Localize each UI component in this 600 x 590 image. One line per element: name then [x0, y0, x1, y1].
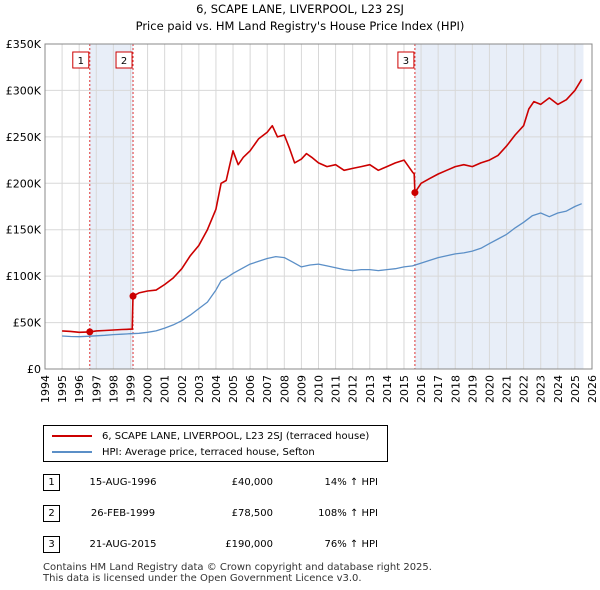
transaction-hpi-change: 14% ↑ HPI — [324, 477, 378, 488]
x-tick-label: 2015 — [398, 375, 411, 403]
x-tick-label: 2004 — [210, 375, 223, 403]
marker-badge-label: 1 — [78, 56, 84, 67]
marker-badge-label: 2 — [121, 56, 127, 67]
transaction-row: 2 26-FEB-1999 £78,500 108% ↑ HPI — [43, 504, 563, 524]
chart-legend: 6, SCAPE LANE, LIVERPOOL, L23 2SJ (terra… — [43, 425, 388, 462]
legend-swatch-property — [52, 435, 92, 437]
chart-title: 6, SCAPE LANE, LIVERPOOL, L23 2SJ — [196, 2, 404, 16]
x-tick-label: 2005 — [227, 375, 240, 403]
sale-point — [129, 292, 137, 300]
sale-point — [86, 328, 94, 336]
x-tick-label: 2022 — [518, 375, 531, 403]
series-line-hpi — [62, 203, 582, 338]
x-tick-label: 2012 — [347, 375, 360, 403]
transaction-date: 26-FEB-1999 — [90, 508, 156, 519]
attribution-line-1: Contains HM Land Registry data © Crown c… — [43, 562, 432, 573]
marker-badge — [397, 51, 415, 69]
legend-swatch-hpi — [52, 451, 92, 453]
y-tick-label: £0 — [27, 363, 41, 376]
x-tick-label: 2011 — [330, 375, 343, 403]
attribution-line-2: This data is licensed under the Open Gov… — [43, 573, 362, 584]
x-tick-label: 1995 — [56, 375, 69, 403]
y-tick-label: £350K — [6, 38, 42, 51]
legend-label-property: 6, SCAPE LANE, LIVERPOOL, L23 2SJ (terra… — [102, 431, 370, 442]
x-tick-label: 2026 — [586, 375, 599, 403]
y-tick-label: £50K — [13, 317, 42, 330]
x-tick-label: 2010 — [313, 375, 326, 403]
marker-badge — [115, 51, 133, 69]
x-tick-label: 2000 — [142, 375, 155, 403]
transaction-date: 21-AUG-2015 — [89, 539, 157, 550]
price-chart: 6, SCAPE LANE, LIVERPOOL, L23 2SJ Price … — [6, 2, 599, 403]
sale-point — [411, 189, 419, 197]
transaction-price: £190,000 — [225, 539, 273, 550]
plot-border — [44, 43, 593, 370]
x-tick-label: 2007 — [261, 375, 274, 403]
x-tick-label: 2020 — [483, 375, 496, 403]
chart-subtitle: Price paid vs. HM Land Registry's House … — [136, 19, 465, 33]
x-tick-label: 2021 — [501, 375, 514, 403]
x-tick-label: 2006 — [244, 375, 257, 403]
transaction-price: £40,000 — [231, 477, 273, 488]
y-tick-label: £300K — [6, 84, 42, 97]
transaction-row: 3 21-AUG-2015 £190,000 76% ↑ HPI — [43, 535, 563, 555]
y-tick-label: £150K — [6, 224, 42, 237]
marker-badge-label: 3 — [403, 56, 409, 67]
x-tick-label: 2025 — [569, 375, 582, 403]
transaction-price: £78,500 — [231, 508, 273, 519]
shaded-period — [414, 44, 584, 369]
y-tick-label: £250K — [6, 131, 42, 144]
x-tick-label: 2013 — [364, 375, 377, 403]
legend-item-property: 6, SCAPE LANE, LIVERPOOL, L23 2SJ (terra… — [52, 429, 369, 445]
x-tick-label: 2009 — [295, 375, 308, 403]
x-tick-label: 2008 — [278, 375, 291, 403]
transaction-number-badge: 2 — [43, 505, 60, 522]
x-tick-label: 2019 — [466, 375, 479, 403]
x-tick-label: 2018 — [449, 375, 462, 403]
transaction-row: 1 15-AUG-1996 £40,000 14% ↑ HPI — [43, 473, 563, 493]
x-tick-label: 2016 — [415, 375, 428, 403]
y-tick-label: £100K — [6, 270, 42, 283]
marker-badge — [72, 51, 90, 69]
x-tick-label: 2014 — [381, 375, 394, 403]
x-tick-label: 1999 — [124, 375, 137, 403]
x-tick-label: 1996 — [73, 375, 86, 403]
series-line-property — [62, 78, 583, 334]
transaction-hpi-change: 76% ↑ HPI — [324, 539, 378, 550]
attribution-footer: Contains HM Land Registry data © Crown c… — [43, 562, 432, 584]
x-tick-label: 1994 — [39, 375, 52, 403]
x-tick-label: 2002 — [176, 375, 189, 403]
x-tick-label: 2003 — [193, 375, 206, 403]
x-tick-label: 2017 — [432, 375, 445, 403]
x-tick-label: 2024 — [552, 375, 565, 403]
transaction-number-badge: 1 — [43, 474, 60, 491]
y-tick-label: £200K — [6, 177, 42, 190]
shaded-period — [89, 44, 134, 369]
legend-item-hpi: HPI: Average price, terraced house, Seft… — [52, 445, 315, 461]
transaction-hpi-change: 108% ↑ HPI — [318, 508, 378, 519]
legend-label-hpi: HPI: Average price, terraced house, Seft… — [102, 447, 315, 458]
x-tick-label: 1997 — [90, 375, 103, 403]
x-tick-label: 2001 — [159, 375, 172, 403]
x-tick-label: 1998 — [107, 375, 120, 403]
transaction-date: 15-AUG-1996 — [89, 477, 157, 488]
x-tick-label: 2023 — [535, 375, 548, 403]
transaction-number-badge: 3 — [43, 536, 60, 553]
